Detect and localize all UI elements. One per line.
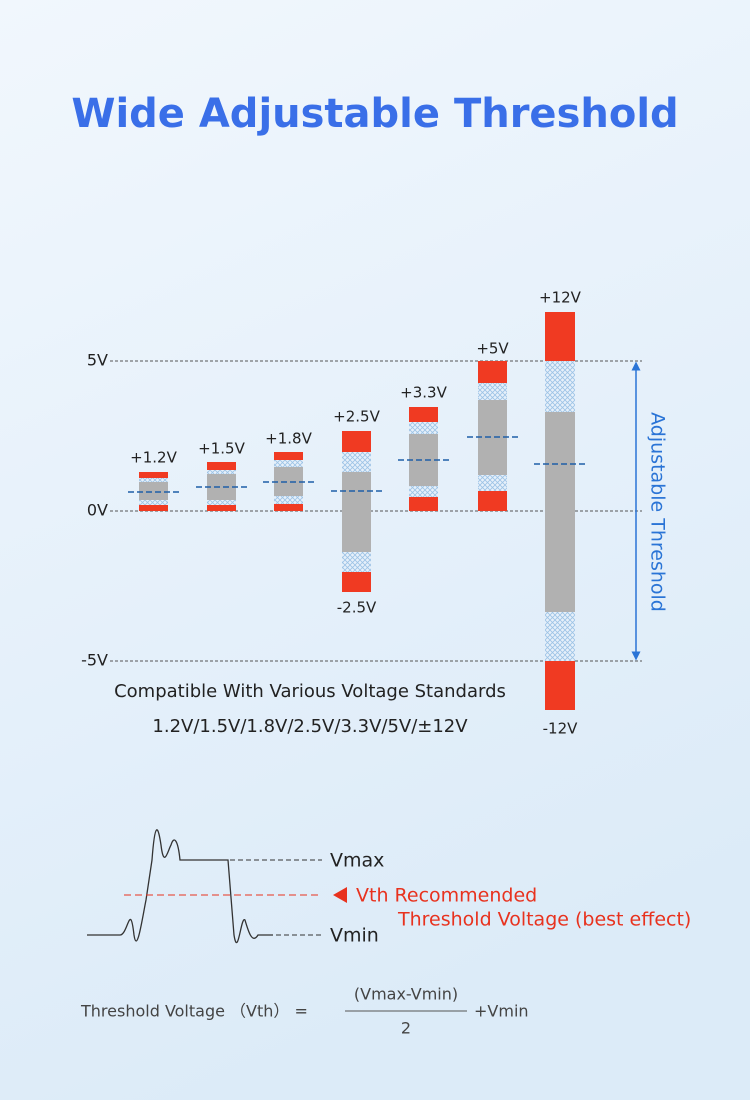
bar-segment — [478, 400, 507, 475]
formula-numerator: (Vmax-Vmin) — [354, 985, 458, 1004]
vth-label: Vth Recommended — [356, 885, 537, 907]
bar-segment — [342, 472, 371, 552]
bar-segment — [139, 482, 168, 500]
caption: Compatible With Various Voltage Standard… — [114, 681, 506, 702]
bar-segment — [478, 383, 507, 400]
bar-segment — [207, 500, 236, 505]
bar-segment — [139, 505, 168, 511]
formula-lhs: Threshold Voltage （Vth） = — [80, 1002, 308, 1021]
vth-note: Threshold Voltage (best effect) — [397, 909, 691, 931]
bar-segment — [545, 412, 575, 612]
vth-pointer — [333, 887, 347, 903]
bar-top-label: +3.3V — [400, 384, 447, 402]
bar-segment — [207, 505, 236, 511]
bar-segment — [545, 361, 575, 412]
bar-segment — [545, 661, 575, 710]
bar-top-label: +1.2V — [130, 449, 177, 467]
axis-label: 0V — [87, 501, 108, 520]
bar-segment — [207, 470, 236, 474]
vmin-label: Vmin — [330, 925, 379, 947]
axis-label: 5V — [87, 351, 108, 370]
bar-segment — [207, 462, 236, 470]
title: Wide Adjustable Threshold — [71, 91, 678, 137]
formula-denominator: 2 — [401, 1019, 411, 1038]
bar-segment — [342, 572, 371, 592]
bar-top-label: +12V — [539, 289, 582, 307]
bars: +1.2V +1.5V +1.8V +2.5V -2.5V +3.3V +5V +12V -12… — [128, 289, 586, 738]
bar-top-label: +1.5V — [198, 440, 245, 458]
bar-segment — [478, 475, 507, 491]
bar-segment — [274, 460, 303, 467]
bar-segment — [274, 496, 303, 504]
bar-top-label: +5V — [476, 340, 509, 358]
bar-segment — [342, 552, 371, 572]
bar-segment — [342, 431, 371, 452]
bar-segment — [207, 474, 236, 500]
bar-segment — [139, 500, 168, 505]
bar-segment — [478, 361, 507, 383]
bar-segment — [409, 434, 438, 486]
bar-segment — [274, 504, 303, 511]
axis-label: -5V — [81, 651, 108, 670]
bar-segment — [139, 478, 168, 482]
caption: 1.2V/1.5V/1.8V/2.5V/3.3V/5V/±12V — [152, 716, 468, 737]
bar-segment — [545, 612, 575, 661]
formula-rhs: +Vmin — [474, 1002, 529, 1021]
bar-segment — [274, 452, 303, 460]
bar-segment — [409, 497, 438, 511]
bar-segment — [478, 491, 507, 511]
bar-segment — [409, 486, 438, 497]
bar-segment — [409, 422, 438, 434]
bar-bottom-label: -12V — [543, 720, 578, 738]
bar-segment — [342, 452, 371, 472]
bar-segment — [545, 312, 575, 361]
side-label: Adjustable Threshold — [647, 412, 669, 612]
vmax-label: Vmax — [330, 850, 384, 872]
bar-segment — [274, 467, 303, 496]
bar-segment — [409, 407, 438, 422]
bar-segment — [139, 472, 168, 478]
bar-top-label: +2.5V — [333, 408, 380, 426]
waveform — [87, 829, 273, 944]
bar-bottom-label: -2.5V — [337, 599, 377, 617]
bar-top-label: +1.8V — [265, 430, 312, 448]
level-lines — [110, 360, 642, 662]
